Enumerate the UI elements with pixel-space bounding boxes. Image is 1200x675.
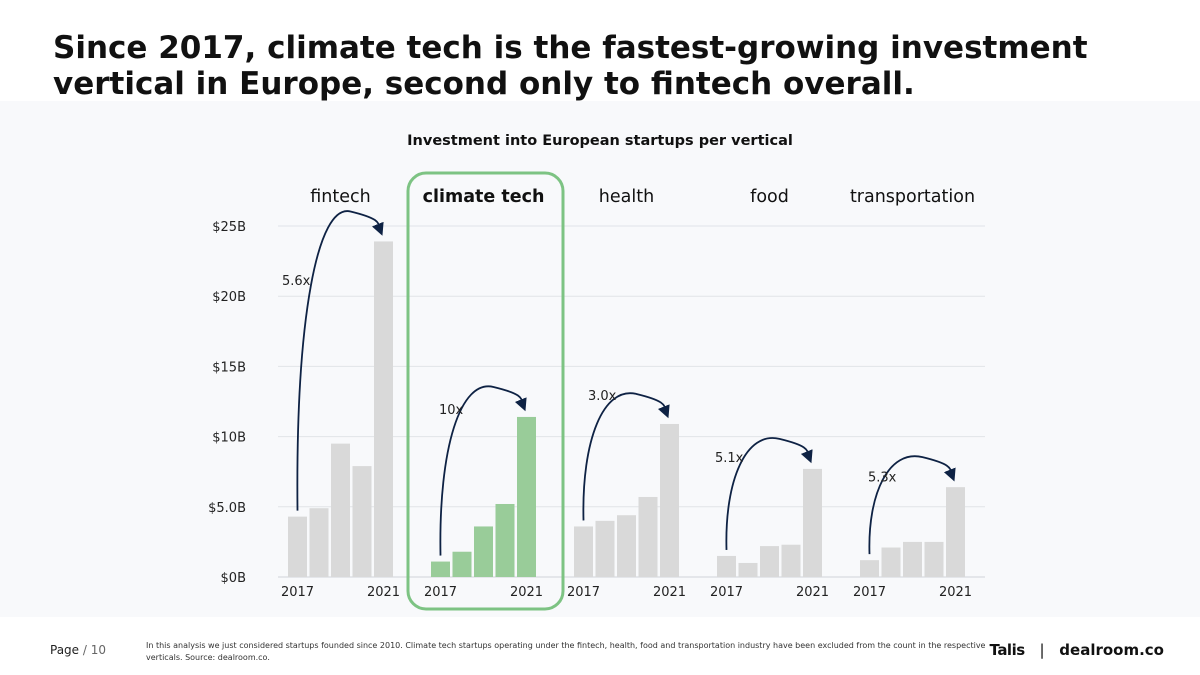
bar-health-0: [574, 526, 593, 577]
growth-arrow: [725, 437, 813, 550]
x-tick-label: 2017: [567, 585, 600, 600]
bar-transportation-1: [881, 547, 901, 577]
bar-health-1: [595, 520, 615, 577]
bar-transportation-4: [946, 487, 965, 577]
bar-transportation-2: [903, 541, 922, 577]
y-tick-label: $10B: [212, 431, 246, 446]
bar-climate-tech-3: [495, 503, 515, 577]
page-label: Page: [50, 643, 80, 657]
bar-food-0: [717, 555, 736, 577]
x-tick-label: 2017: [424, 585, 457, 600]
group-label-transportation: transportation: [850, 187, 975, 207]
brand-logos: Talis | dealroom.co: [990, 641, 1164, 659]
growth-arrow: [582, 392, 670, 521]
page-indicator: Page / 10: [50, 643, 106, 657]
bar-fintech-4: [374, 241, 393, 577]
brand-separator: |: [1039, 641, 1045, 659]
talis-logo: Talis: [989, 641, 1026, 659]
dealroom-logo: dealroom.co: [1059, 641, 1164, 659]
group-label-climate-tech: climate tech: [423, 187, 545, 207]
y-tick-label: $25B: [212, 220, 246, 235]
bar-health-4: [660, 423, 679, 577]
growth-label: 3.0x: [588, 389, 617, 404]
bar-fintech-2: [331, 443, 350, 577]
bar-health-3: [638, 496, 658, 577]
page-number: / 10: [82, 643, 107, 657]
growth-label: 5.1x: [715, 451, 744, 466]
bar-fintech-3: [352, 466, 372, 577]
bar-climate-tech-0: [431, 561, 450, 577]
growth-label: 5.6x: [282, 274, 311, 289]
bar-food-1: [738, 562, 758, 577]
bar-food-3: [781, 544, 801, 577]
x-tick-label: 2021: [939, 585, 972, 600]
chart-title: Investment into European startups per ve…: [407, 133, 793, 149]
chart-panel: Investment into European startups per ve…: [0, 101, 1200, 617]
y-tick-label: $20B: [212, 290, 246, 305]
x-tick-label: 2021: [367, 585, 400, 600]
x-tick-label: 2017: [710, 585, 743, 600]
growth-arrow: [868, 455, 956, 555]
growth-label: 10x: [439, 403, 464, 418]
group-label-food: food: [750, 187, 789, 207]
footnote: In this analysis we just considered star…: [146, 641, 986, 662]
x-tick-label: 2017: [853, 585, 886, 600]
x-tick-label: 2017: [281, 585, 314, 600]
growth-label: 5.3x: [868, 471, 897, 486]
y-tick-label: $0B: [221, 571, 246, 586]
bar-climate-tech-2: [474, 526, 493, 577]
bar-fintech-0: [288, 516, 307, 577]
x-tick-label: 2021: [653, 585, 686, 600]
bar-transportation-3: [924, 541, 944, 577]
y-tick-label: $15B: [212, 360, 246, 375]
investment-chart: Investment into European startups per ve…: [208, 133, 985, 611]
bar-health-2: [617, 515, 636, 577]
bar-climate-tech-1: [452, 551, 472, 577]
growth-arrow: [439, 385, 527, 556]
x-tick-label: 2021: [796, 585, 829, 600]
growth-arrow: [296, 210, 384, 511]
headline: Since 2017, climate tech is the fastest-…: [53, 30, 1088, 102]
bar-transportation-0: [860, 560, 879, 577]
group-label-health: health: [599, 187, 654, 207]
y-tick-label: $5.0B: [208, 501, 246, 516]
bar-climate-tech-4: [517, 416, 536, 577]
group-label-fintech: fintech: [310, 187, 370, 207]
bar-fintech-1: [309, 508, 329, 577]
x-tick-label: 2021: [510, 585, 543, 600]
highlight-frame: [406, 171, 565, 611]
bar-food-2: [760, 546, 779, 577]
bar-food-4: [803, 468, 822, 577]
